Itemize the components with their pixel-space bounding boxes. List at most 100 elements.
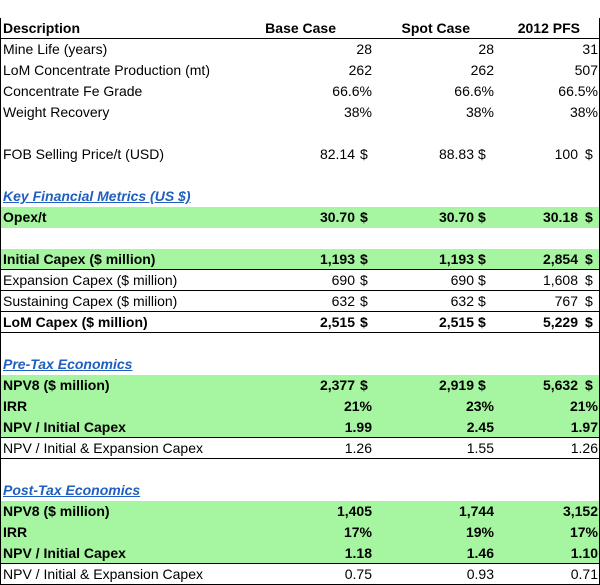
pfs-value: 1.26 bbox=[570, 440, 598, 456]
pfs-value: 2,854 bbox=[542, 251, 578, 267]
currency-symbol: $ bbox=[478, 314, 486, 330]
pfs-value: 1.97 bbox=[570, 419, 598, 435]
section-pre-tax-economics: Pre-Tax Economics bbox=[3, 356, 133, 372]
table-row: Concentrate Fe Grade 66.6% 66.6% 66.5% bbox=[0, 81, 600, 102]
spot-case-value: 632 bbox=[450, 293, 474, 309]
base-case-value: 1,405 bbox=[336, 503, 372, 519]
base-case-value: 28 bbox=[356, 41, 372, 57]
row-divider bbox=[0, 563, 600, 564]
row-label: LoM Capex ($ million) bbox=[3, 314, 148, 330]
pfs-value: 767 bbox=[554, 293, 578, 309]
row-label: FOB Selling Price/t (USD) bbox=[3, 146, 165, 162]
currency-symbol: $ bbox=[585, 209, 593, 225]
header-base-case: Base Case bbox=[265, 20, 336, 36]
highlight-initial-capex bbox=[0, 249, 600, 270]
row-divider bbox=[0, 458, 600, 459]
row-label: Expansion Capex ($ million) bbox=[3, 272, 178, 288]
spot-case-value: 88.83 bbox=[438, 146, 474, 162]
pfs-value: 30.18 bbox=[542, 209, 578, 225]
section-heading-row: Pre-Tax Economics bbox=[0, 354, 600, 375]
base-case-value: 2,515 bbox=[319, 314, 355, 330]
header-2012-pfs: 2012 PFS bbox=[517, 20, 580, 36]
base-case-value: 632 bbox=[331, 293, 355, 309]
table-row: IRR 21% 23% 21% bbox=[0, 396, 600, 417]
row-label: LoM Concentrate Production (mt) bbox=[3, 62, 210, 78]
header-spot-case: Spot Case bbox=[401, 20, 470, 36]
section-post-tax-economics: Post-Tax Economics bbox=[3, 482, 141, 498]
spot-case-value: 2.45 bbox=[466, 419, 494, 435]
spot-case-value: 30.70 bbox=[438, 209, 474, 225]
currency-symbol: $ bbox=[360, 314, 368, 330]
base-case-value: 690 bbox=[331, 272, 355, 288]
spot-case-value: 28 bbox=[478, 41, 494, 57]
pfs-value: 0.71 bbox=[570, 566, 598, 582]
row-label: NPV8 ($ million) bbox=[3, 377, 110, 393]
currency-symbol: $ bbox=[360, 251, 368, 267]
row-label: Mine Life (years) bbox=[3, 41, 108, 57]
table-row: NPV / Initial Capex 1.99 2.45 1.97 bbox=[0, 417, 600, 438]
row-divider bbox=[0, 437, 600, 438]
row-label: NPV8 ($ million) bbox=[3, 503, 110, 519]
currency-symbol: $ bbox=[585, 146, 593, 162]
table-row: NPV8 ($ million) 2,377 $ 2,919 $ 5,632 $ bbox=[0, 375, 600, 396]
currency-symbol: $ bbox=[478, 251, 486, 267]
currency-symbol: $ bbox=[585, 293, 593, 309]
table-row: Sustaining Capex ($ million) 632 $ 632 $… bbox=[0, 291, 600, 312]
base-case-value: 21% bbox=[343, 398, 372, 414]
pfs-value: 1,608 bbox=[542, 272, 578, 288]
row-divider bbox=[0, 290, 600, 291]
base-case-value: 38% bbox=[343, 104, 372, 120]
currency-symbol: $ bbox=[360, 146, 368, 162]
pfs-value: 507 bbox=[574, 62, 598, 78]
base-case-value: 262 bbox=[348, 62, 372, 78]
currency-symbol: $ bbox=[360, 209, 368, 225]
base-case-value: 82.14 bbox=[319, 146, 355, 162]
base-case-value: 1.99 bbox=[344, 419, 372, 435]
base-case-value: 0.75 bbox=[344, 566, 372, 582]
base-case-value: 1.18 bbox=[344, 545, 372, 561]
currency-symbol: $ bbox=[585, 251, 593, 267]
table-row: NPV / Initial & Expansion Capex 1.26 1.5… bbox=[0, 438, 600, 459]
highlight-pretax bbox=[0, 375, 600, 438]
section-heading-row: Key Financial Metrics (US $) bbox=[0, 186, 600, 207]
header-row: Description Base Case Spot Case 2012 PFS bbox=[0, 18, 600, 39]
row-divider bbox=[0, 269, 600, 270]
base-case-value: 1.26 bbox=[344, 440, 372, 456]
row-label: NPV / Initial & Expansion Capex bbox=[3, 566, 203, 582]
pfs-value: 66.5% bbox=[558, 83, 598, 99]
row-label: NPV / Initial & Expansion Capex bbox=[3, 440, 203, 456]
row-label: Weight Recovery bbox=[3, 104, 110, 120]
spot-case-value: 690 bbox=[450, 272, 474, 288]
table-row: NPV / Initial & Expansion Capex 0.75 0.9… bbox=[0, 564, 600, 585]
row-divider bbox=[0, 311, 600, 312]
highlight-posttax bbox=[0, 501, 600, 564]
currency-symbol: $ bbox=[478, 272, 486, 288]
table-row: Expansion Capex ($ million) 690 $ 690 $ … bbox=[0, 270, 600, 291]
table-row: NPV / Initial Capex 1.18 1.46 1.10 bbox=[0, 543, 600, 564]
spot-case-value: 262 bbox=[470, 62, 494, 78]
currency-symbol: $ bbox=[478, 209, 486, 225]
currency-symbol: $ bbox=[478, 293, 486, 309]
row-label: NPV / Initial Capex bbox=[3, 419, 126, 435]
table-row: IRR 17% 19% 17% bbox=[0, 522, 600, 543]
spot-case-value: 1.46 bbox=[466, 545, 494, 561]
table-row: FOB Selling Price/t (USD) 82.14 $ 88.83 … bbox=[0, 144, 600, 165]
spot-case-value: 1,193 bbox=[438, 251, 474, 267]
currency-symbol: $ bbox=[360, 377, 368, 393]
currency-symbol: $ bbox=[585, 377, 593, 393]
spot-case-value: 0.93 bbox=[466, 566, 494, 582]
pfs-value: 21% bbox=[569, 398, 598, 414]
currency-symbol: $ bbox=[585, 272, 593, 288]
table-row: NPV8 ($ million) 1,405 1,744 3,152 bbox=[0, 501, 600, 522]
pfs-value: 38% bbox=[569, 104, 598, 120]
currency-symbol: $ bbox=[585, 314, 593, 330]
row-label: NPV / Initial Capex bbox=[3, 545, 126, 561]
row-divider bbox=[0, 332, 600, 333]
row-label: IRR bbox=[3, 398, 28, 414]
section-key-financial-metrics: Key Financial Metrics (US $) bbox=[3, 188, 191, 204]
spot-case-value: 19% bbox=[465, 524, 494, 540]
header-description: Description bbox=[3, 20, 81, 36]
pfs-value: 100 bbox=[554, 146, 578, 162]
spot-case-value: 38% bbox=[465, 104, 494, 120]
pfs-value: 17% bbox=[569, 524, 598, 540]
